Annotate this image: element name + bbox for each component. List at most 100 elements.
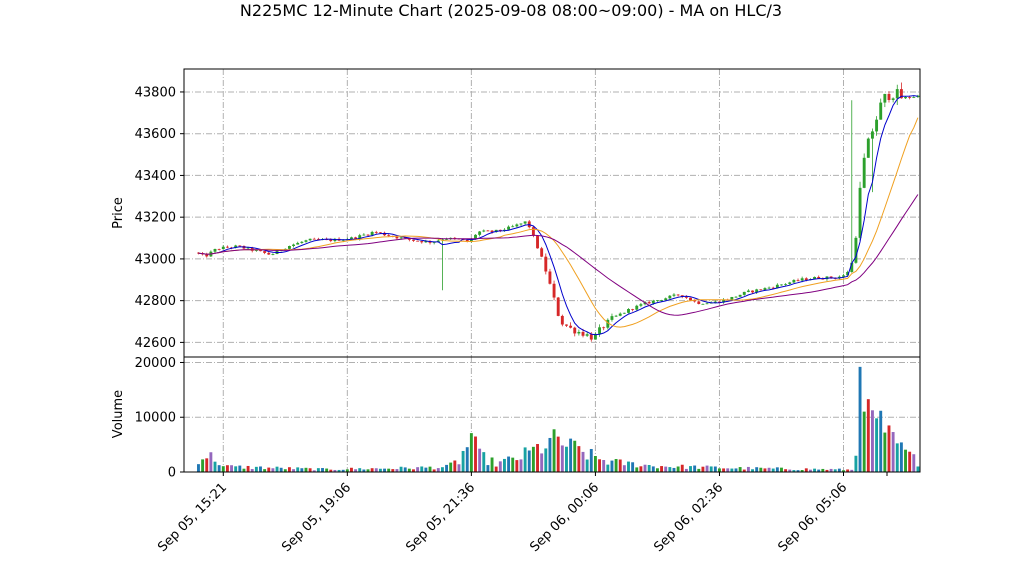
- volume-bar: [345, 469, 349, 472]
- candle-body: [627, 309, 630, 313]
- volume-bar: [449, 462, 453, 472]
- volume-bar: [321, 468, 324, 472]
- volume-bar: [614, 459, 618, 472]
- candle-body: [304, 240, 308, 242]
- volume-bar: [225, 465, 229, 472]
- volume-bar: [403, 467, 407, 472]
- candle-body: [254, 250, 258, 251]
- volume-bar: [908, 451, 912, 472]
- candle-body: [862, 157, 866, 188]
- candle-body: [837, 276, 841, 279]
- price-axis-label: Price: [111, 197, 126, 229]
- volume-bar: [445, 464, 449, 472]
- volume-bar: [891, 432, 895, 472]
- candle-body: [842, 275, 845, 277]
- volume-bar: [771, 468, 775, 472]
- volume-bar: [387, 468, 391, 472]
- candle-body: [271, 254, 275, 255]
- candle-body: [565, 324, 568, 326]
- volume-bar: [775, 467, 779, 472]
- candle-body: [259, 250, 262, 252]
- volume-bar: [631, 462, 635, 472]
- candle-body: [436, 240, 440, 243]
- candle-body: [432, 242, 436, 243]
- candle-body: [916, 95, 920, 98]
- volume-panel: 0 10000 20000 Volume: [111, 356, 921, 481]
- candle-body: [813, 276, 817, 280]
- volume-bar: [271, 468, 275, 472]
- volume-bar: [556, 436, 560, 472]
- volume-bar: [296, 467, 300, 472]
- candle-body: [850, 262, 854, 272]
- ma-mid-line: [198, 117, 919, 328]
- candle-body: [689, 297, 692, 301]
- volume-bar: [598, 459, 601, 472]
- volume-bar: [523, 447, 527, 472]
- candle-body: [651, 300, 655, 304]
- volume-bar: [507, 456, 511, 472]
- volume-bar: [647, 464, 651, 472]
- volume-bar: [668, 467, 672, 472]
- candle-body: [796, 279, 800, 281]
- candle-body: [784, 283, 788, 285]
- volume-bar: [544, 448, 548, 472]
- volume-bar: [813, 468, 817, 472]
- volume-bar: [610, 460, 614, 472]
- volume-bar: [490, 457, 494, 472]
- volume-bar: [738, 467, 742, 472]
- candle-body: [697, 301, 701, 304]
- volume-bar: [842, 470, 845, 472]
- volume-bar: [201, 459, 205, 472]
- volume-tick-label: 0: [168, 466, 176, 481]
- volume-bar: [854, 455, 858, 472]
- volume-bar: [639, 466, 643, 472]
- volume-bar: [627, 461, 630, 472]
- volume-bar: [267, 467, 271, 472]
- volume-bar: [486, 465, 490, 472]
- candle-body: [316, 238, 320, 240]
- volume-bar: [333, 469, 337, 472]
- candle-body: [263, 251, 267, 253]
- candle-body: [536, 235, 539, 249]
- candle-body: [308, 238, 312, 241]
- ma-slow-line: [198, 194, 919, 316]
- volume-bar: [399, 466, 403, 472]
- candle-body: [660, 300, 664, 301]
- volume-bar: [250, 469, 254, 472]
- volume-bar: [784, 469, 788, 472]
- price-candles: [197, 82, 920, 342]
- candle-body: [866, 138, 870, 158]
- price-tick-label: 43200: [135, 211, 176, 226]
- volume-bar: [354, 469, 358, 472]
- volume-bar: [548, 437, 552, 472]
- volume-bar: [494, 466, 498, 472]
- candle-body: [718, 301, 721, 303]
- candle-body: [540, 248, 544, 257]
- candle-body: [474, 234, 477, 240]
- candle-body: [829, 276, 833, 279]
- candle-body: [238, 245, 242, 247]
- volume-bar: [846, 469, 850, 472]
- volume-bar: [755, 467, 759, 472]
- volume-bar: [540, 453, 544, 472]
- volume-bar: [895, 443, 899, 472]
- candle-body: [581, 331, 585, 336]
- candle-body: [676, 294, 680, 296]
- volume-bar: [875, 418, 879, 472]
- candle-body: [631, 309, 635, 310]
- volume-bar: [457, 464, 461, 472]
- volume-bar: [254, 466, 258, 472]
- price-grid: [184, 69, 920, 357]
- candle-body: [416, 240, 420, 242]
- candle-body: [412, 239, 415, 241]
- volume-bar: [577, 446, 581, 472]
- volume-bar: [432, 469, 436, 472]
- volume-bar: [899, 442, 903, 472]
- candle-body: [478, 231, 482, 235]
- volume-bar: [701, 466, 705, 472]
- candle-body: [664, 298, 668, 301]
- candle-body: [883, 93, 887, 103]
- candle-body: [292, 244, 296, 247]
- candle-body: [879, 102, 883, 120]
